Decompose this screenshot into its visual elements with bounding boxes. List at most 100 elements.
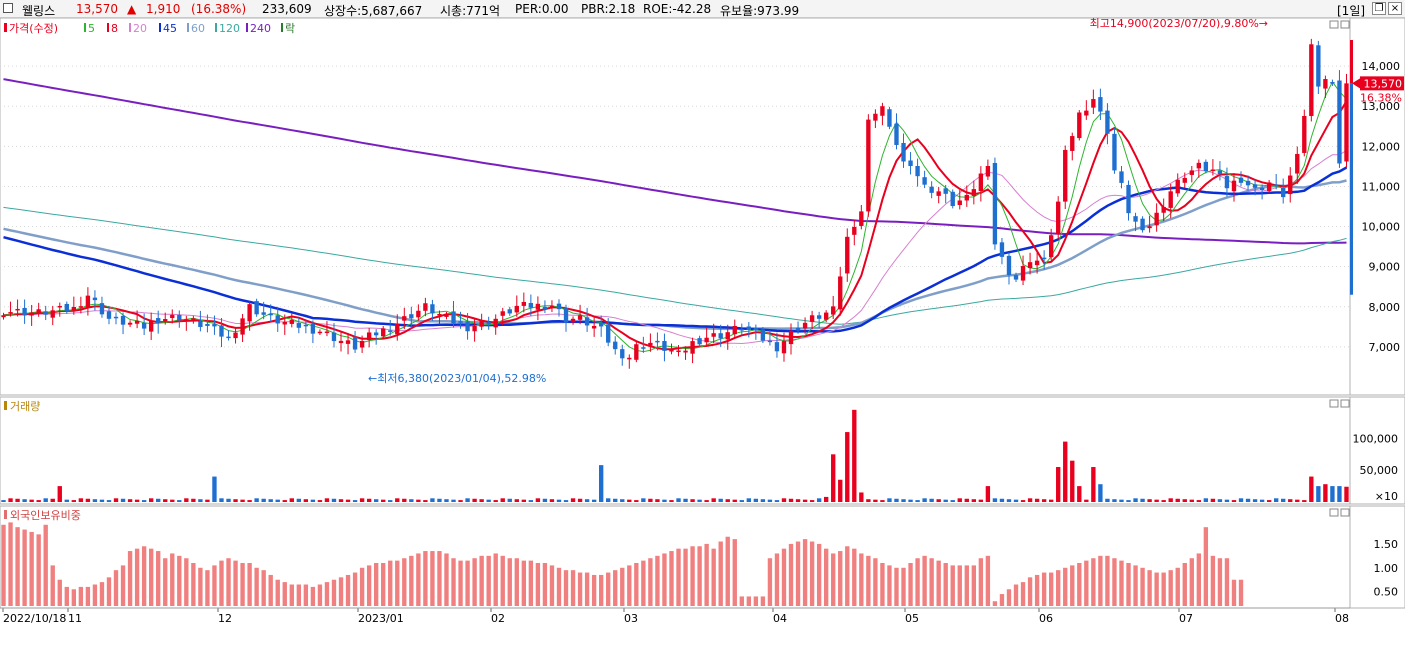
legend-entry: 20: [133, 22, 147, 35]
select-checkbox[interactable]: [3, 3, 13, 13]
candle-body: [816, 315, 822, 319]
candle-body: [683, 350, 688, 353]
foreign-ratio-bar: [1027, 577, 1033, 606]
panel-minimize-icon: [1329, 508, 1339, 517]
volume-bar: [395, 498, 400, 502]
volume-bar: [606, 498, 611, 502]
volume-bar: [1027, 498, 1033, 502]
volume-bar: [563, 500, 569, 502]
volume-bar: [1182, 499, 1187, 502]
legend-entry: 락: [285, 22, 295, 35]
foreign-ratio-bar: [669, 551, 674, 606]
foreign-ratio-bars: [1, 522, 1244, 606]
restore-window-icon[interactable]: ❐: [1372, 2, 1386, 15]
candle-body: [296, 323, 302, 328]
candle-body: [514, 305, 519, 313]
volume-bar: [1252, 499, 1258, 502]
foreign-ratio-bar: [767, 558, 773, 606]
foreign-ratio-bar: [1196, 553, 1202, 606]
volume-bar: [163, 499, 168, 502]
volume-bar: [247, 500, 252, 502]
foreign-ratio-bar: [106, 577, 112, 606]
foreign-ratio-bar: [395, 560, 400, 606]
volume-bar: [549, 499, 555, 502]
candle-body: [170, 314, 175, 319]
volume-bar: [859, 492, 864, 502]
per-value: PER:0.00: [515, 2, 569, 16]
volume-bar: [964, 498, 969, 502]
volume-bar: [1168, 498, 1173, 502]
foreign-ratio-bar: [57, 579, 62, 606]
volume-bar: [1, 500, 6, 502]
candle-body: [606, 324, 611, 343]
volume-bar: [641, 498, 646, 502]
volume-bar: [598, 465, 604, 502]
volume-bar: [908, 499, 913, 502]
volume-bar: [156, 498, 161, 502]
grid-lines: [0, 65, 1350, 348]
volume-bar: [1302, 500, 1307, 502]
current-price-label: 13,570: [1364, 77, 1403, 90]
volume-bar: [205, 499, 210, 502]
candle-body: [1323, 79, 1328, 89]
volume-bar: [880, 500, 885, 502]
foreign-ratio-bar: [1231, 579, 1237, 606]
volume-bar: [528, 500, 534, 502]
foreign-ratio-bar: [71, 589, 77, 606]
panel-close-icon: [1340, 20, 1350, 29]
candle-body: [479, 320, 484, 327]
legend-swatch: [281, 23, 283, 32]
volume-bar: [458, 500, 463, 502]
candle-body: [373, 332, 379, 336]
close-window-icon[interactable]: ×: [1388, 2, 1402, 15]
volume-bar: [978, 499, 984, 502]
foreign-ratio-bar: [465, 560, 470, 606]
volume-bar: [669, 500, 674, 502]
volume-bar: [219, 498, 224, 502]
candle-body: [120, 315, 126, 325]
foreign-ratio-bar: [134, 548, 140, 606]
volume-bar: [1259, 499, 1265, 502]
volume-bar: [577, 498, 583, 502]
candle-body: [1302, 116, 1307, 153]
candle-body: [725, 332, 730, 340]
volume-bar: [1112, 499, 1117, 502]
volume-bar: [170, 499, 175, 502]
candle-body: [521, 301, 527, 306]
foreign-ratio-bar: [289, 584, 294, 606]
candle-body: [781, 341, 787, 354]
foreign-ratio-bar: [662, 553, 667, 606]
foreign-ratio-bar: [901, 567, 906, 606]
volume-bar: [1126, 500, 1131, 502]
candle-body: [113, 316, 119, 319]
foreign-ratio-bar: [359, 567, 365, 606]
candle-body: [718, 333, 723, 339]
candle-body: [1119, 171, 1124, 183]
candle-body: [359, 340, 365, 348]
volume-bar: [317, 500, 323, 502]
foreign-ratio-bar: [1133, 565, 1138, 606]
volume-bar: [409, 499, 414, 502]
volume-bar: [416, 499, 421, 502]
volume-bar: [943, 499, 948, 502]
x-tick-label: 06: [1039, 612, 1053, 625]
period-selector[interactable]: [1일]: [1337, 4, 1366, 18]
candle-body: [528, 302, 534, 308]
foreign-ratio-bar: [15, 527, 20, 606]
foreign-ratio-bar: [774, 553, 780, 606]
candle-body: [1147, 226, 1152, 229]
candle-body: [472, 325, 477, 332]
x-tick-label: 03: [624, 612, 638, 625]
candle-body: [598, 322, 604, 327]
volume-bar: [430, 498, 435, 502]
foreign-ratio-bar: [971, 565, 977, 606]
foreign-ratio-bar: [957, 565, 962, 606]
volume-bar: [191, 498, 196, 502]
candle-body: [1266, 182, 1272, 191]
candle-body: [570, 318, 576, 323]
volume-bar: [873, 499, 878, 502]
foreign-ratio-bar: [170, 553, 175, 606]
volume-bar: [366, 498, 372, 502]
volume-tick-label: 100,000: [1353, 432, 1399, 445]
candle-body: [310, 323, 316, 334]
